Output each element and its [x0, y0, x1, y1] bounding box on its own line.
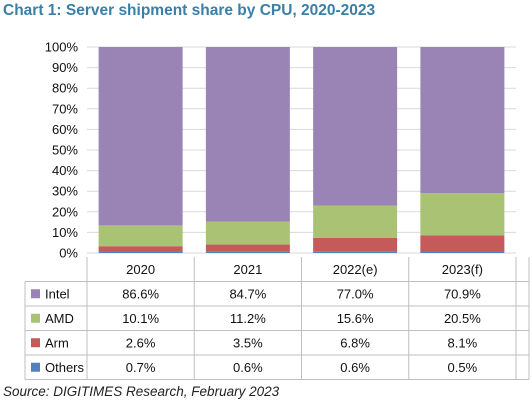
- bar-arm-1: [205, 244, 290, 252]
- bar-intel-3: [420, 47, 505, 194]
- bar-intel-1: [205, 47, 290, 222]
- bar-others-1: [205, 251, 290, 253]
- chart-title: Chart 1: Server shipment share by CPU, 2…: [3, 2, 376, 19]
- category-label: 2020: [126, 262, 155, 277]
- category-label: 2022(e): [333, 262, 378, 277]
- data-label: 70.9%: [444, 286, 481, 301]
- bar-others-0: [98, 251, 183, 253]
- legend-key-intel: [31, 289, 40, 299]
- series-name: AMD: [45, 311, 74, 326]
- bar-amd-0: [98, 225, 183, 247]
- bar-others-2: [313, 251, 398, 253]
- bar-intel-2: [313, 47, 398, 206]
- bars: [98, 47, 505, 253]
- y-tick-label: 40%: [52, 163, 78, 178]
- y-tick-label: 0%: [59, 246, 78, 261]
- y-tick-label: 30%: [52, 184, 78, 199]
- data-label: 11.2%: [230, 311, 266, 326]
- y-tick-label: 70%: [52, 101, 78, 116]
- bar-arm-3: [420, 235, 505, 252]
- data-table: 2020 2021 2022(e) 2023(f) Intel 86.6% 84.7% 77.…: [24, 257, 530, 380]
- data-label: 0.6%: [233, 360, 263, 375]
- data-label: 15.6%: [337, 311, 374, 326]
- y-tick-label: 10%: [52, 225, 78, 240]
- y-tick-label: 50%: [52, 143, 78, 158]
- y-tick-label: 20%: [52, 204, 78, 219]
- data-label: 0.5%: [448, 360, 478, 375]
- bar-arm-0: [98, 246, 183, 252]
- data-label: 3.5%: [233, 335, 263, 350]
- category-label: 2023(f): [442, 262, 483, 277]
- data-label: 77.0%: [337, 286, 374, 301]
- y-axis-ticks: 0% 10% 20% 30% 40% 50% 60% 70% 80% 90% 100%: [45, 40, 79, 261]
- data-label: 0.7%: [126, 360, 156, 375]
- bar-others-3: [420, 251, 505, 253]
- series-name: Intel: [45, 286, 70, 301]
- bar-amd-2: [313, 205, 398, 238]
- data-label: 0.6%: [340, 360, 370, 375]
- bar-intel-0: [98, 47, 183, 226]
- y-tick-label: 90%: [52, 60, 78, 75]
- data-label: 6.8%: [340, 335, 370, 350]
- legend-key-amd: [31, 313, 40, 323]
- data-label: 8.1%: [448, 335, 478, 350]
- source-note: Source: DIGITIMES Research, February 202…: [3, 384, 280, 399]
- series-name: Arm: [45, 335, 69, 350]
- category-label: 2021: [233, 262, 262, 277]
- legend-key-arm: [31, 338, 40, 348]
- series-name: Others: [45, 360, 85, 375]
- y-tick-label: 100%: [45, 40, 79, 55]
- bar-amd-3: [420, 193, 505, 236]
- data-label: 10.1%: [122, 311, 159, 326]
- data-label: 20.5%: [444, 311, 481, 326]
- y-tick-label: 60%: [52, 122, 78, 137]
- bar-amd-1: [205, 221, 290, 245]
- data-label: 84.7%: [229, 286, 266, 301]
- data-label: 86.6%: [122, 286, 159, 301]
- legend-key-others: [31, 362, 40, 372]
- data-label: 2.6%: [126, 335, 156, 350]
- y-tick-label: 80%: [52, 81, 78, 96]
- bar-arm-2: [313, 237, 398, 252]
